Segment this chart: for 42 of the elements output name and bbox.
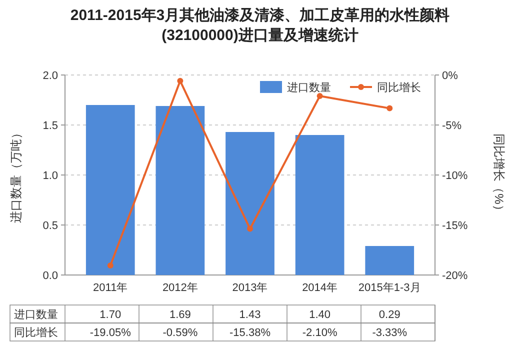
point xyxy=(177,78,184,84)
y-tick-label: 0.5 xyxy=(42,220,58,232)
data-label: 1.43 xyxy=(239,309,261,321)
y2-tick-label: -5% xyxy=(442,120,462,132)
x-tick-label: 2011年 xyxy=(93,282,128,294)
bar xyxy=(295,135,344,275)
y-tick-label: 0.0 xyxy=(42,270,58,282)
text: 进口数量 xyxy=(14,309,58,321)
y2-tick-label: -20% xyxy=(442,270,468,282)
y-axis-title: 进口数量（万吨） xyxy=(9,127,23,223)
point xyxy=(316,93,323,99)
y-tick-label: 2.0 xyxy=(42,70,58,82)
bar xyxy=(86,105,135,275)
x-tick-label: 2015年1-3月 xyxy=(358,282,421,294)
point xyxy=(107,262,114,268)
data-label: 1.70 xyxy=(100,309,122,321)
bar xyxy=(226,132,274,275)
x-tick-label: 2013年 xyxy=(232,282,268,294)
data-label: -0.59% xyxy=(162,327,198,339)
data-label: 0.29 xyxy=(378,309,400,321)
y2-tick-label: -10% xyxy=(442,170,468,182)
data-label: -2.10% xyxy=(302,327,338,339)
y-tick-label: 1.5 xyxy=(42,120,58,132)
legend-label: 进口数量 xyxy=(287,81,331,94)
chart-title: 2011-2015年3月其他油漆及清漆、加工皮革用的水性颜料(32100000)进口量及增速统计 xyxy=(70,7,450,44)
data-label: 1.40 xyxy=(309,309,331,321)
point xyxy=(386,105,393,112)
y2-tick-label: -15% xyxy=(442,220,468,232)
bar xyxy=(365,246,414,275)
point xyxy=(247,226,253,232)
data-label: -3.33% xyxy=(372,327,408,339)
y2-tick-label: 0% xyxy=(442,70,458,82)
text: 同比增长 xyxy=(14,327,58,339)
data-label: -15.38% xyxy=(230,327,271,339)
y2-axis-title: 同比增长（%） xyxy=(492,134,506,216)
x-tick-label: 2012年 xyxy=(162,282,198,294)
y-tick-label: 1.0 xyxy=(42,170,58,182)
data-label: -19.05% xyxy=(90,327,132,339)
legend-label: 同比增长 xyxy=(377,81,421,94)
data-label: 1.69 xyxy=(169,309,191,321)
bar xyxy=(156,106,205,275)
x-tick-label: 2014年 xyxy=(302,282,338,294)
